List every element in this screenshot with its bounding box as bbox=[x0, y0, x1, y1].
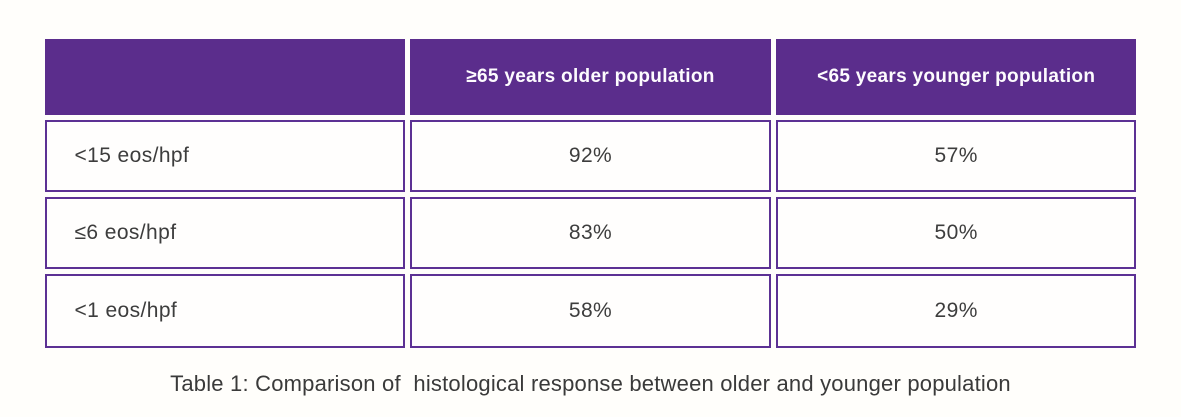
row-label-lt15-eos-hpf: <15 eos/hpf bbox=[44, 120, 406, 192]
comparison-table: ≥65 years older population <65 years you… bbox=[44, 39, 1137, 348]
value-cell: 29% bbox=[775, 274, 1137, 348]
header-older-population: ≥65 years older population bbox=[410, 39, 771, 115]
value-cell: 58% bbox=[410, 274, 771, 348]
row-label-le6-eos-hpf: ≤6 eos/hpf bbox=[44, 197, 406, 269]
value-cell: 50% bbox=[775, 197, 1137, 269]
value-cell: 83% bbox=[410, 197, 771, 269]
row-label-lt1-eos-hpf: <1 eos/hpf bbox=[44, 274, 406, 348]
header-younger-population: <65 years younger population bbox=[775, 39, 1137, 115]
value-cell: 92% bbox=[410, 120, 771, 192]
header-corner-cell bbox=[44, 39, 406, 115]
figure-container: ≥65 years older population <65 years you… bbox=[44, 39, 1137, 397]
value-cell: 57% bbox=[775, 120, 1137, 192]
table-caption: Table 1: Comparison of histological resp… bbox=[170, 371, 1011, 396]
